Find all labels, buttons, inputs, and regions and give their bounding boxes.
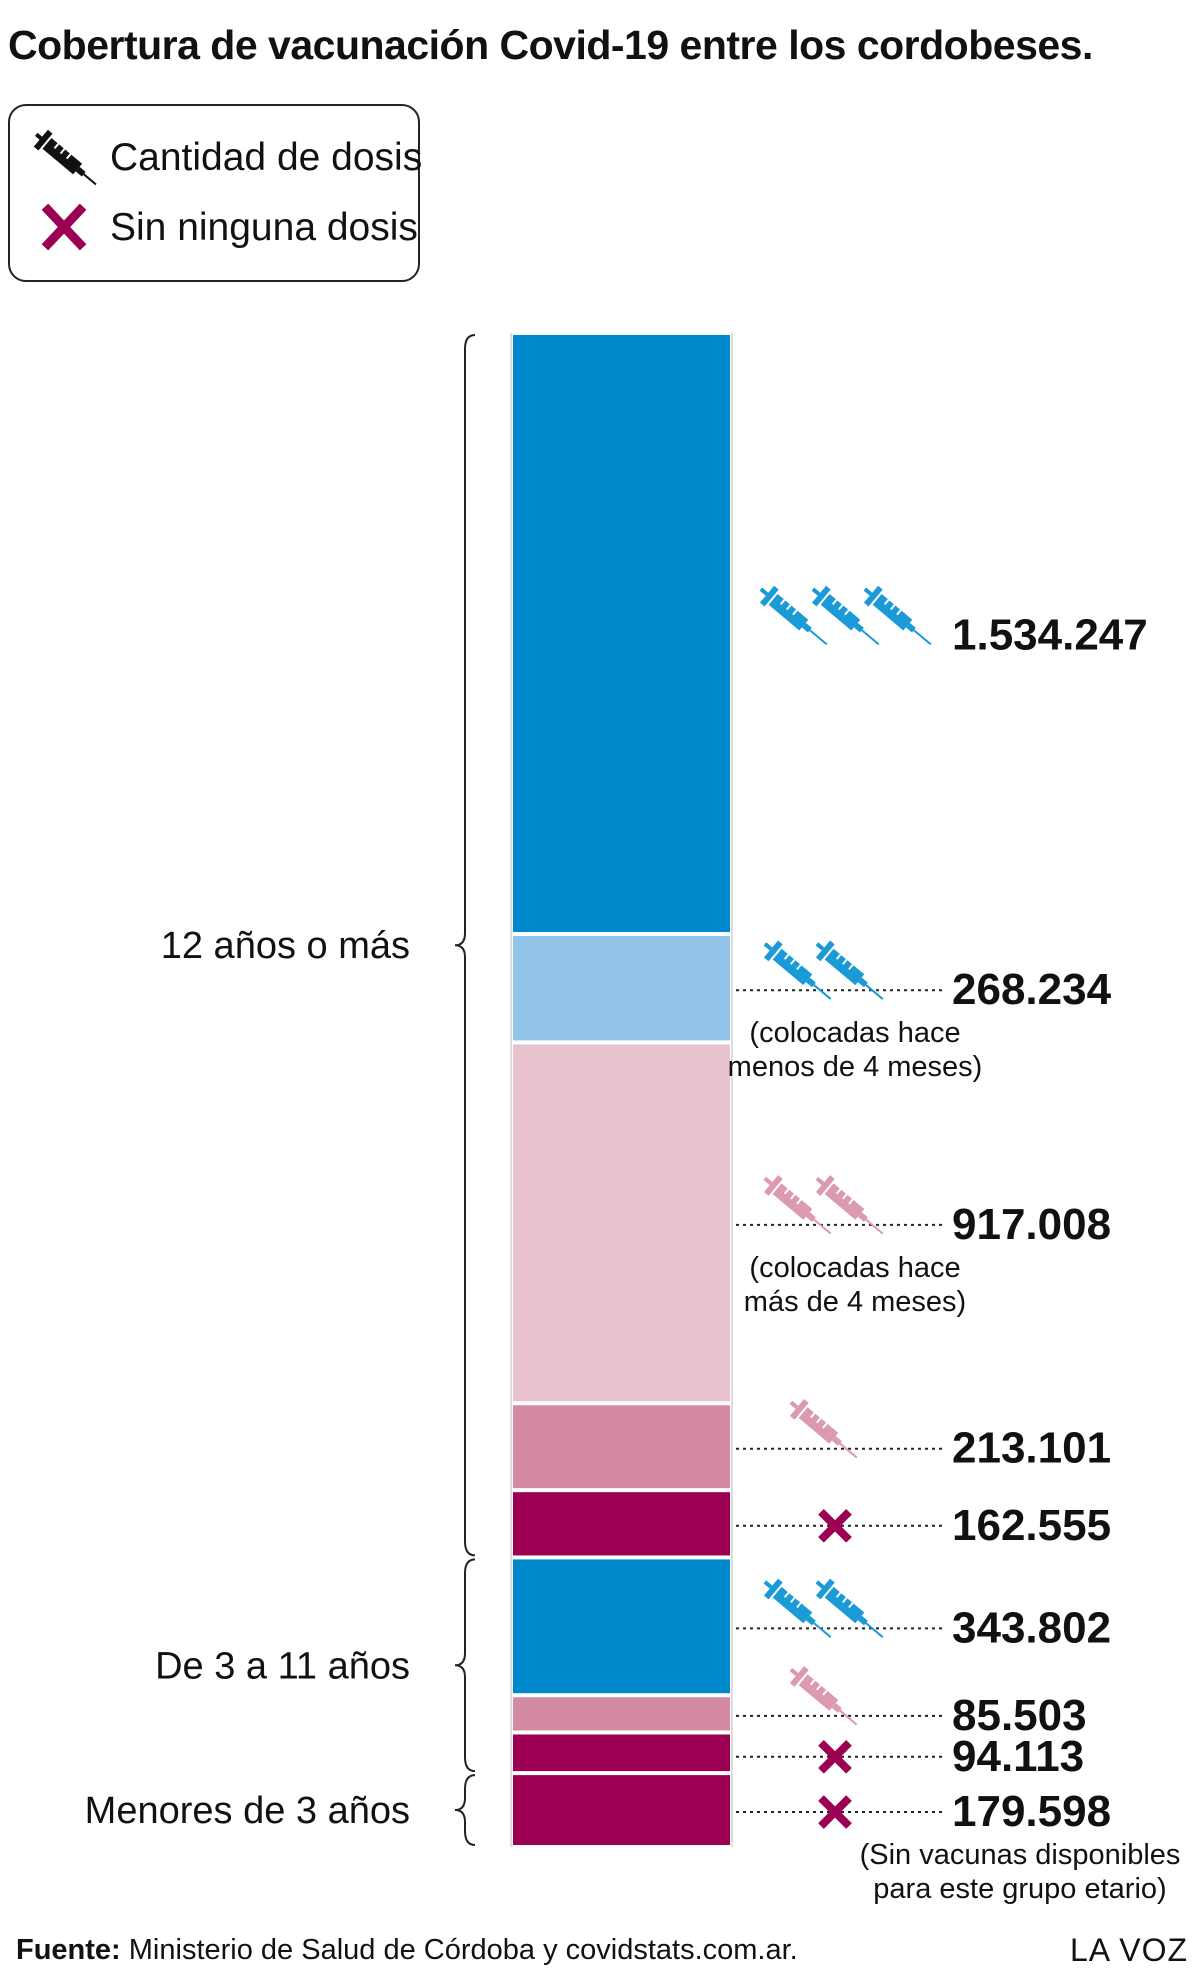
x-mark-icon xyxy=(41,203,87,251)
syringe-icon xyxy=(789,1666,858,1726)
bar-segment xyxy=(513,1492,730,1556)
value-label: 917.008 xyxy=(952,1200,1111,1249)
syringe-icon xyxy=(33,129,97,186)
bar-segment xyxy=(513,1405,730,1489)
group-label: Menores de 3 años xyxy=(85,1790,410,1832)
chart-title: Cobertura de vacunación Covid-19 entre l… xyxy=(8,22,1093,68)
syringe-icon xyxy=(815,1578,884,1638)
x-mark-icon xyxy=(818,1739,852,1774)
syringe-icon xyxy=(815,1175,884,1235)
syringe-icon xyxy=(789,1399,858,1459)
segment-note: menos de 4 meses) xyxy=(728,1051,983,1083)
x-mark-icon xyxy=(818,1508,852,1543)
value-label: 162.555 xyxy=(952,1501,1111,1550)
bar-segment xyxy=(513,335,730,933)
syringe-icon xyxy=(863,585,932,646)
value-label: 94.113 xyxy=(952,1732,1084,1781)
legend: Cantidad de dosis Sin ninguna dosis xyxy=(8,104,422,282)
value-label: 85.503 xyxy=(952,1691,1087,1740)
bar-segment xyxy=(513,1044,730,1402)
value-label: 1.534.247 xyxy=(952,611,1148,660)
source-note: Fuente: Ministerio de Salud de Córdoba y… xyxy=(16,1934,798,1967)
segment-note: (Sin vacunas disponibles xyxy=(860,1839,1181,1871)
value-label: 343.802 xyxy=(952,1603,1111,1652)
value-label: 213.101 xyxy=(952,1424,1111,1473)
bar-segment xyxy=(513,1775,730,1845)
bar-segment xyxy=(513,936,730,1041)
source-text: Ministerio de Salud de Córdoba y covidst… xyxy=(120,1934,798,1966)
syringe-icon xyxy=(759,585,828,646)
legend-label-no-dose: Sin ninguna dosis xyxy=(110,206,418,249)
syringe-icon xyxy=(815,940,884,1000)
segment-note: más de 4 meses) xyxy=(744,1286,966,1318)
group-label: 12 años o más xyxy=(161,925,410,967)
segment-note: (colocadas hace xyxy=(749,1252,960,1284)
group-brace xyxy=(454,1774,476,1846)
bar-segment xyxy=(513,1734,730,1772)
syringe-icon xyxy=(811,585,880,646)
legend-item-no-dose: Sin ninguna dosis xyxy=(30,198,418,258)
syringe-icon xyxy=(763,940,832,1000)
bar-segment xyxy=(513,1559,730,1694)
syringe-icon xyxy=(763,1578,832,1638)
legend-item-doses: Cantidad de dosis xyxy=(30,128,422,188)
value-label: 179.598 xyxy=(952,1787,1111,1836)
value-label: 268.234 xyxy=(952,965,1112,1014)
source-prefix: Fuente: xyxy=(16,1934,121,1966)
x-mark-icon xyxy=(818,1795,852,1829)
group-label: De 3 a 11 años xyxy=(155,1645,410,1687)
brand-logo: LA VOZ xyxy=(1069,1932,1188,1968)
segment-note: (colocadas hace xyxy=(749,1017,960,1049)
legend-label-doses: Cantidad de dosis xyxy=(110,136,423,179)
group-brace xyxy=(454,1558,476,1773)
group-brace xyxy=(454,334,476,1557)
bar-segment xyxy=(513,1697,730,1731)
segment-note: para este grupo etario) xyxy=(873,1873,1166,1905)
syringe-icon xyxy=(763,1175,832,1235)
